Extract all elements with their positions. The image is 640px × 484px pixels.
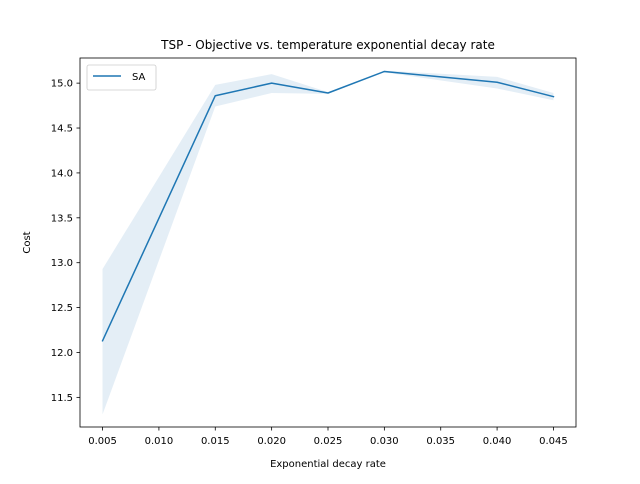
chart-title: TSP - Objective vs. temperature exponent… — [160, 38, 495, 52]
x-tick-label: 0.030 — [370, 436, 399, 447]
x-axis-label: Exponential decay rate — [270, 459, 386, 470]
x-tick-label: 0.040 — [483, 436, 512, 447]
y-tick-label: 15.0 — [51, 79, 73, 90]
plot-area — [101, 70, 555, 415]
x-tick-label: 0.025 — [314, 436, 343, 447]
legend: SA — [86, 64, 157, 91]
y-axis: 11.5 12.0 12.5 13.0 13.5 14.0 14.5 15.0 — [51, 79, 80, 404]
legend-box — [86, 64, 157, 91]
series-line-sa — [101, 70, 555, 342]
y-tick-label: 13.5 — [51, 213, 73, 224]
y-tick-label: 14.5 — [51, 124, 73, 135]
x-tick-label: 0.010 — [145, 436, 174, 447]
y-tick-label: 14.0 — [51, 168, 73, 179]
x-axis: 0.005 0.010 0.015 0.020 0.025 0.030 0.035 0.040… — [88, 427, 568, 447]
y-axis-label: Cost — [22, 231, 33, 253]
y-tick-label: 13.0 — [51, 258, 73, 269]
y-tick-label: 12.5 — [51, 303, 73, 314]
x-tick-label: 0.035 — [426, 436, 455, 447]
x-tick-label: 0.020 — [257, 436, 286, 447]
x-tick-label: 0.015 — [201, 436, 230, 447]
x-tick-label: 0.045 — [539, 436, 568, 447]
x-tick-label: 0.005 — [88, 436, 117, 447]
y-tick-label: 11.5 — [51, 393, 73, 404]
y-tick-label: 12.0 — [51, 348, 73, 359]
legend-label-sa: SA — [132, 72, 146, 83]
